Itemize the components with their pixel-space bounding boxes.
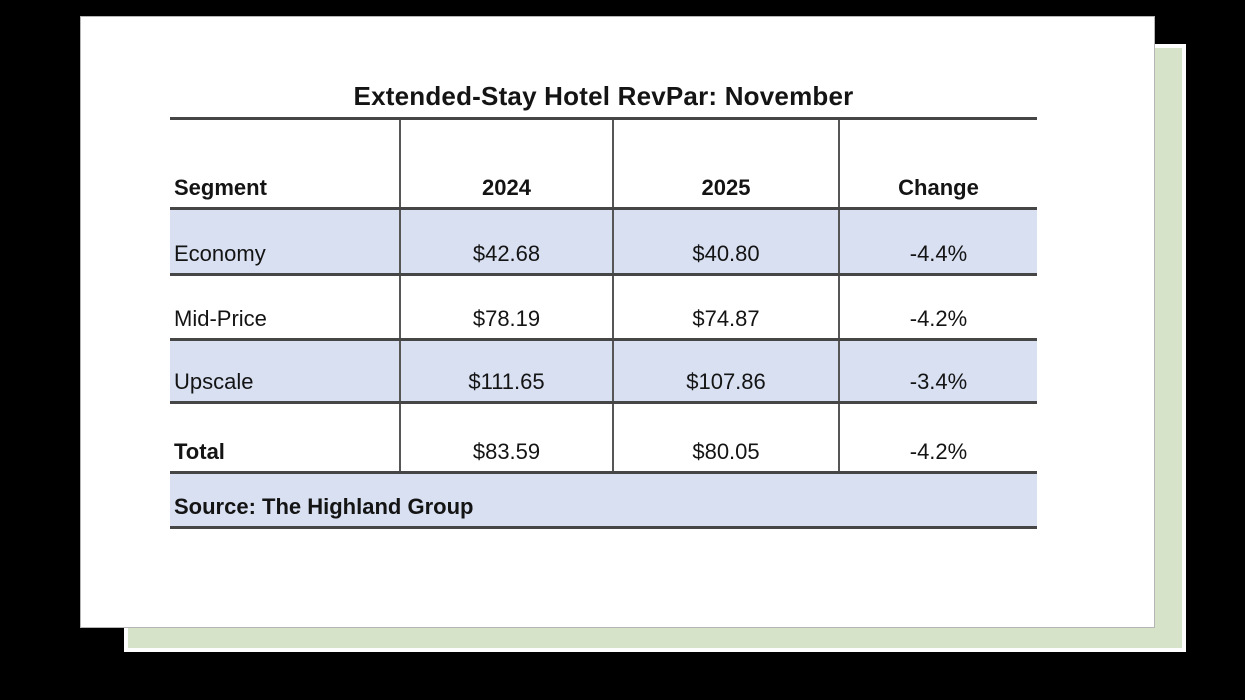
- cell-segment: Total: [170, 402, 401, 472]
- cell-change: -4.2%: [909, 306, 968, 332]
- header-row: Segment 2024 2025 Change: [170, 120, 1037, 208]
- column-header-2024: 2024: [400, 120, 614, 208]
- cell-2025: $74.87: [613, 274, 840, 339]
- revpar-sheet: Extended-Stay Hotel RevPar: November Seg…: [170, 76, 1037, 529]
- column-header-change: Change: [898, 175, 979, 201]
- column-header-segment: Segment: [170, 120, 401, 208]
- table-row-economy: Economy $42.68 $40.80 -4.4%: [170, 208, 1037, 274]
- table-title: Extended-Stay Hotel RevPar: November: [170, 76, 1037, 120]
- cell-2025: $40.80: [613, 208, 840, 274]
- source-text: Source: The Highland Group: [174, 494, 474, 520]
- cell-2024: $111.65: [400, 339, 614, 402]
- cell-2024: $78.19: [400, 274, 614, 339]
- table-row-upscale: Upscale $111.65 $107.86 -3.4%: [170, 339, 1037, 402]
- table-row-midprice: Mid-Price $78.19 $74.87 -4.2%: [170, 274, 1037, 339]
- table-row-total: Total $83.59 $80.05 -4.2%: [170, 402, 1037, 472]
- cell-change: -3.4%: [909, 369, 968, 395]
- cell-change: -4.4%: [909, 241, 968, 267]
- cell-segment: Mid-Price: [170, 274, 401, 339]
- cell-segment: Economy: [170, 208, 401, 274]
- source-row: Source: The Highland Group: [170, 472, 1037, 527]
- column-header-2025: 2025: [613, 120, 840, 208]
- revpar-table: Segment 2024 2025 Change Economy $42.68 …: [170, 120, 1037, 529]
- cell-2024: $83.59: [400, 402, 614, 472]
- cell-2024: $42.68: [400, 208, 614, 274]
- cell-2025: $80.05: [613, 402, 840, 472]
- cell-change: -4.2%: [909, 439, 968, 465]
- cell-segment: Upscale: [170, 339, 401, 402]
- cell-2025: $107.86: [613, 339, 840, 402]
